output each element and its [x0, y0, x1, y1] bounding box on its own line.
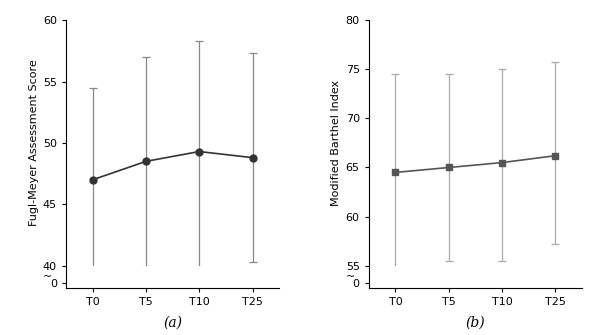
- Y-axis label: Fugl-Meyer Assessment Score: Fugl-Meyer Assessment Score: [29, 60, 38, 226]
- Y-axis label: Modified Barthel Index: Modified Barthel Index: [331, 80, 341, 206]
- Text: ~: ~: [43, 272, 53, 282]
- X-axis label: (a): (a): [163, 316, 182, 329]
- Text: ~: ~: [346, 272, 355, 282]
- X-axis label: (b): (b): [466, 316, 485, 329]
